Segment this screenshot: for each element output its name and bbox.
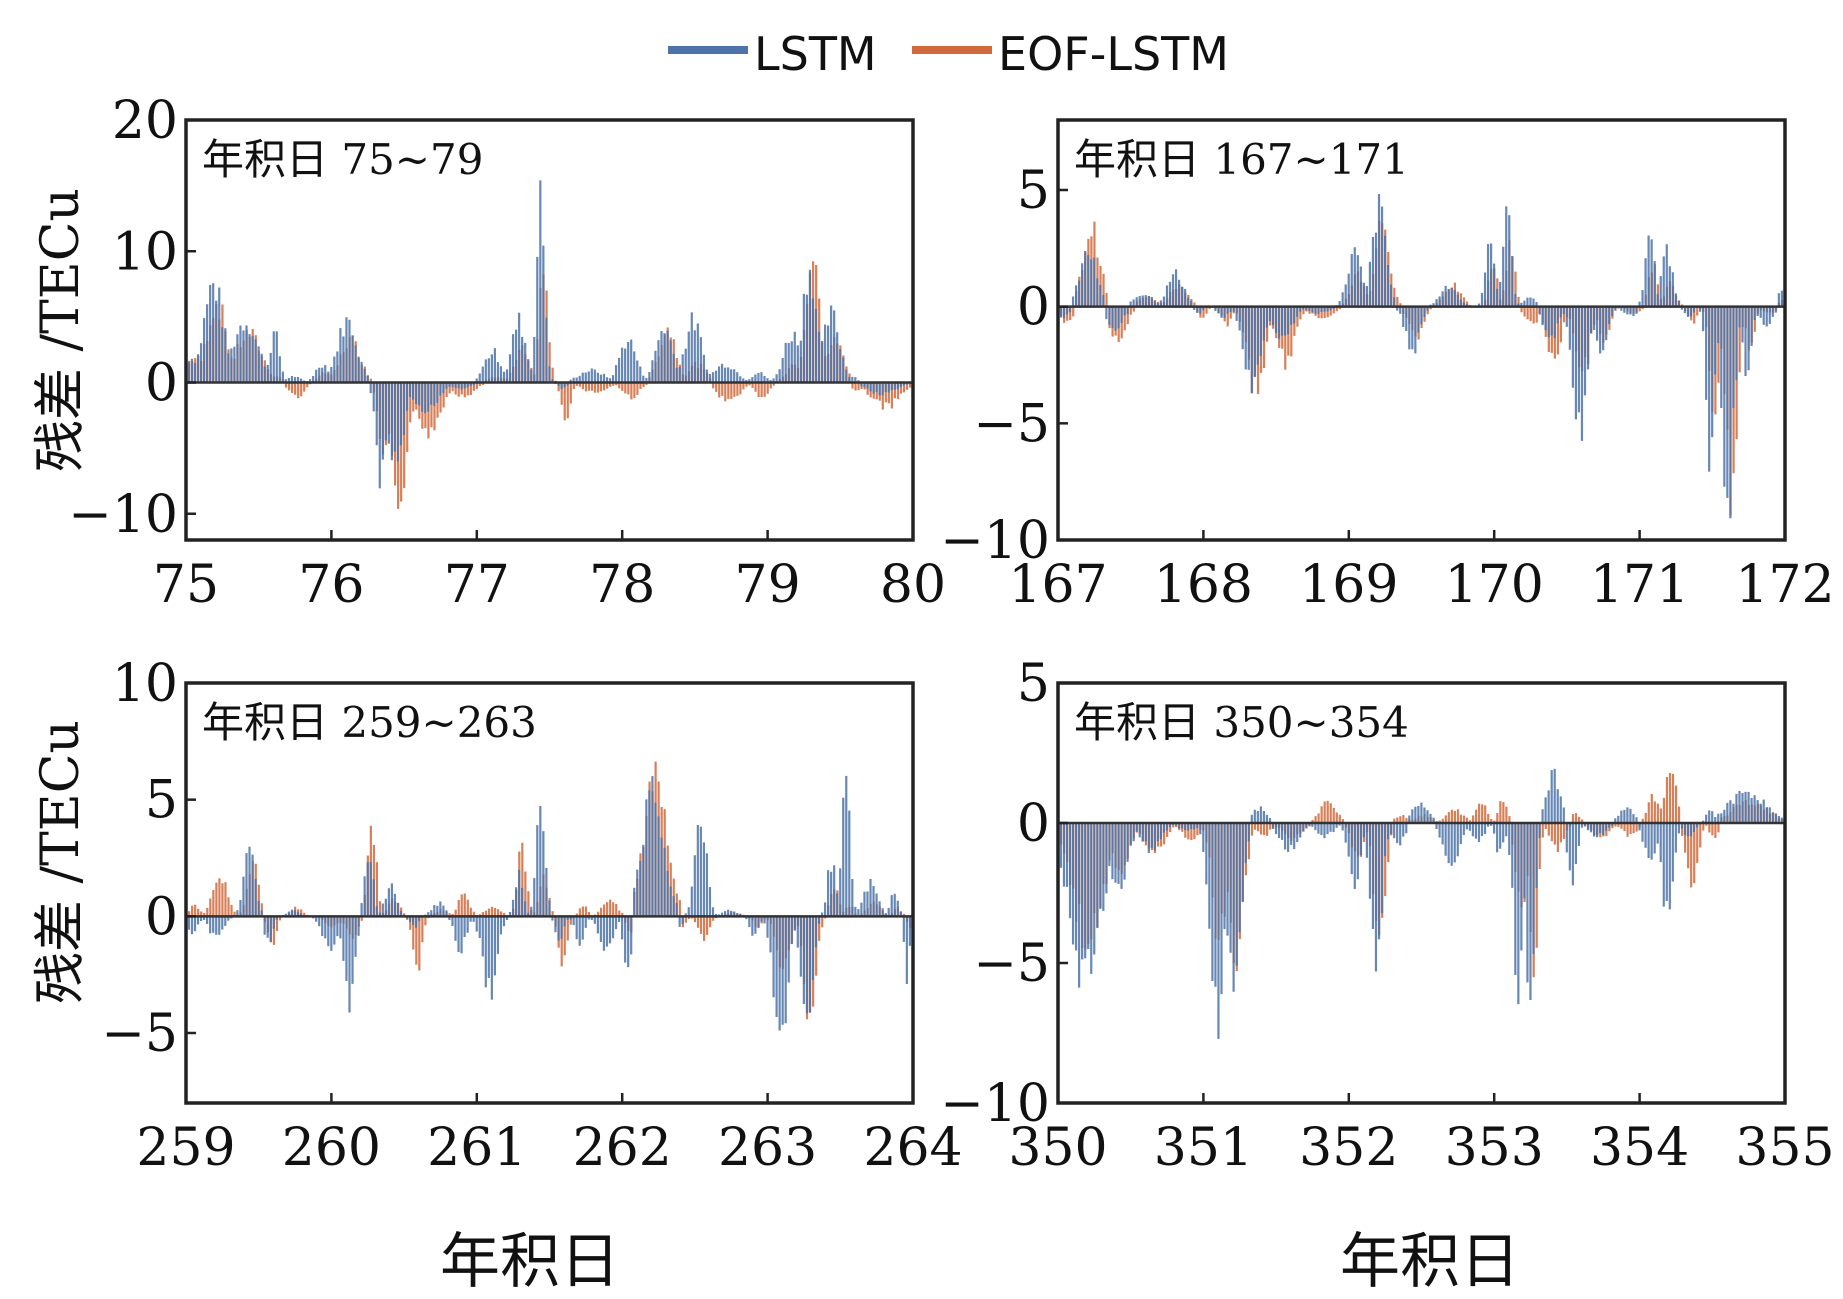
x-tick-label: 263	[718, 1118, 817, 1178]
y-tick-label: −10	[940, 511, 1050, 571]
y-tick-label: 10	[112, 222, 178, 282]
x-tick-label: 169	[1299, 555, 1398, 615]
x-tick-label: 352	[1299, 1118, 1398, 1178]
panel-annotation: 年积日 259~263	[202, 698, 537, 747]
x-tick-label: 170	[1445, 555, 1544, 615]
x-tick-label: 76	[298, 555, 364, 615]
y-tick-label: 0	[1017, 278, 1050, 338]
x-tick-label: 168	[1154, 555, 1253, 615]
plot-frame	[1056, 118, 1787, 542]
chart-panel-doy-350-354: 350 351 352 353 354 355 5 0 −5 −10 年积日 350~354	[940, 654, 1834, 1178]
x-tick-label: 351	[1154, 1118, 1253, 1178]
y-tick-label: 0	[1017, 794, 1050, 854]
y-tick-label: 5	[1017, 654, 1050, 714]
x-axis-label-right: 年积日	[1340, 1227, 1520, 1297]
legend-label-eof: EOF-LSTM	[998, 27, 1229, 81]
y-axis-label-top: 残差 /TECu	[31, 188, 91, 472]
chart-panel-doy-259-263: 259 260 261 262 263 264 10 5 0 −5 年积日 259~263	[101, 654, 962, 1178]
x-axis-label-left: 年积日	[440, 1227, 620, 1297]
x-tick-label: 79	[735, 555, 801, 615]
y-tick-label: 5	[1017, 161, 1050, 221]
legend-swatch-lstm	[668, 46, 748, 54]
panel-annotation: 年积日 350~354	[1074, 698, 1409, 747]
x-tick-label: 171	[1590, 555, 1689, 615]
x-tick-label: 354	[1590, 1118, 1689, 1178]
x-tick-label: 260	[282, 1118, 381, 1178]
x-tick-label: 262	[573, 1118, 672, 1178]
legend-swatch-eof	[912, 46, 992, 54]
y-tick-label: −10	[940, 1074, 1050, 1134]
x-tick-label: 259	[136, 1118, 235, 1178]
x-tick-label: 75	[153, 555, 219, 615]
y-tick-label: −5	[101, 1004, 178, 1064]
chart-panel-doy-75-79: 75 76 77 78 79 80 20 10 0 −10 年积日 75~79	[68, 91, 946, 615]
y-tick-label: 0	[145, 354, 178, 414]
legend-label-lstm: LSTM	[754, 27, 877, 81]
y-tick-label: 10	[112, 654, 178, 714]
x-tick-label: 80	[880, 555, 946, 615]
x-tick-label: 167	[1008, 555, 1107, 615]
panel-annotation: 年积日 167~171	[1074, 135, 1409, 184]
x-tick-label: 78	[589, 555, 655, 615]
plot-frame	[184, 118, 915, 542]
y-tick-label: 20	[112, 91, 178, 151]
chart-panel-doy-167-171: 167 168 169 170 171 172 5 0 −5 −10 年积日 167~171	[940, 118, 1835, 615]
y-tick-label: −5	[973, 394, 1050, 454]
panel-annotation: 年积日 75~79	[202, 135, 483, 184]
x-tick-label: 77	[444, 555, 510, 615]
x-tick-label: 350	[1008, 1118, 1107, 1178]
legend: LSTM EOF-LSTM	[668, 27, 1229, 81]
x-tick-label: 353	[1445, 1118, 1544, 1178]
x-tick-label: 264	[863, 1118, 962, 1178]
plot-frame	[1056, 681, 1787, 1105]
x-tick-label: 172	[1735, 555, 1834, 615]
y-tick-label: 0	[145, 887, 178, 947]
y-tick-label: 5	[145, 771, 178, 831]
x-tick-label: 355	[1735, 1118, 1834, 1178]
y-axis-label-bottom: 残差 /TECu	[31, 720, 91, 1004]
y-tick-label: −5	[973, 934, 1050, 994]
x-tick-label: 261	[427, 1118, 526, 1178]
y-tick-label: −10	[68, 485, 178, 545]
plot-frame	[184, 681, 915, 1105]
